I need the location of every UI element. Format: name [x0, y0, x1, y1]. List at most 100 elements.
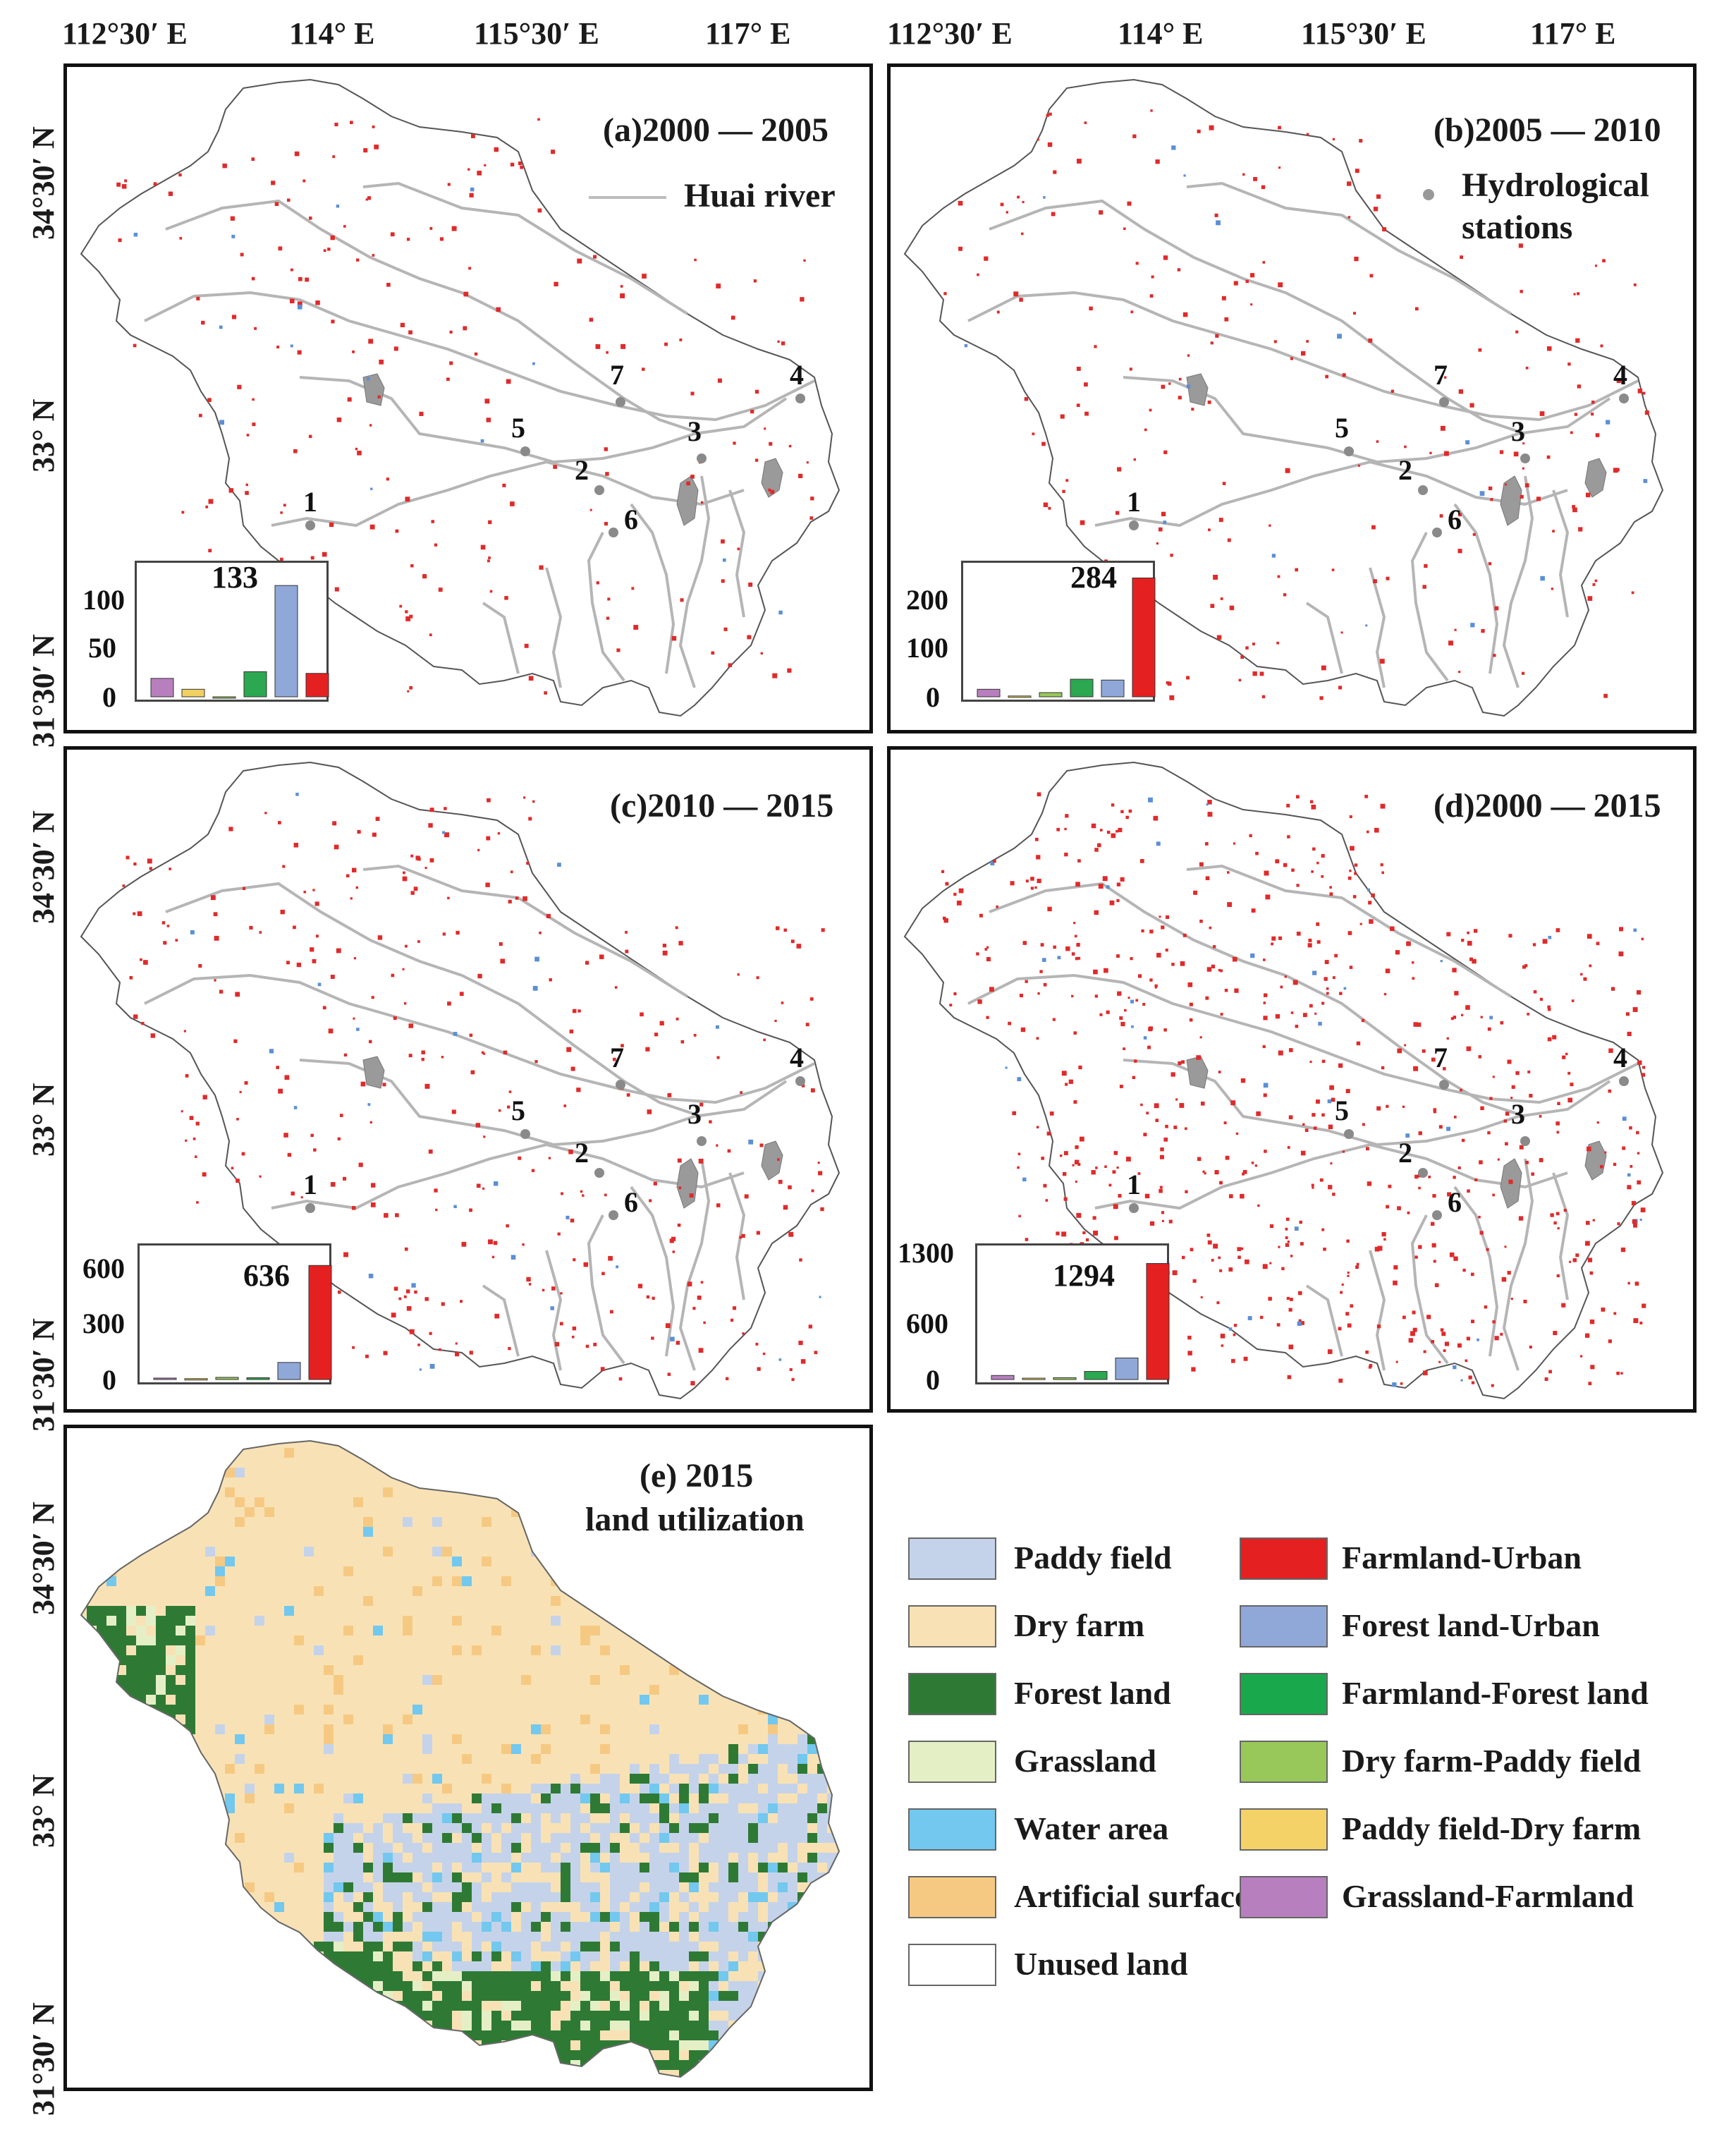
change-pixel [1642, 1066, 1646, 1069]
land-cell [87, 2021, 97, 2030]
change-pixel [1189, 1002, 1193, 1006]
change-pixel [1288, 1308, 1292, 1312]
change-pixel [1240, 1247, 1244, 1250]
change-pixel [1076, 403, 1080, 408]
station-label: 3 [1511, 415, 1525, 447]
change-pixel [1600, 344, 1603, 348]
land-cell [255, 2080, 264, 2088]
change-pixel [778, 610, 783, 615]
change-pixel [1458, 671, 1461, 674]
land-cell [837, 1922, 839, 1932]
land-cell [817, 1823, 827, 1833]
change-pixel [1386, 576, 1390, 580]
land-cell [81, 1655, 87, 1665]
change-pixel [1127, 997, 1130, 999]
land-cell [748, 1764, 758, 1774]
change-pixel [1005, 1066, 1008, 1069]
change-pixel [444, 807, 447, 810]
change-pixel [1278, 936, 1283, 940]
change-pixel [181, 511, 185, 514]
land-cell [166, 2060, 176, 2070]
land-cell [166, 2030, 176, 2040]
change-pixel [1443, 376, 1447, 379]
land-cell [363, 1912, 373, 1922]
land-cell [788, 1833, 797, 1843]
land-cell [314, 1991, 324, 2001]
land-cell [255, 2011, 264, 2021]
land-cell [136, 1971, 146, 1981]
land-cell [728, 1843, 738, 1853]
land-cell [600, 2011, 610, 2021]
land-cell [630, 1774, 640, 1784]
land-cell [146, 2011, 156, 2021]
land-cell [788, 1892, 797, 1902]
land-cell [116, 1705, 126, 1715]
change-pixel [1211, 964, 1216, 969]
change-pixel [561, 1192, 563, 1195]
land-cell [580, 1626, 590, 1636]
land-cell [195, 2040, 205, 2050]
change-pixel [626, 1093, 630, 1097]
y-tick: 0 [926, 681, 940, 713]
land-cell [610, 1784, 620, 1793]
land-cell [590, 2060, 600, 2070]
land-cell [511, 1902, 521, 1912]
land-cell [817, 2040, 827, 2050]
hydrological-station [616, 1080, 625, 1090]
change-pixel [1570, 1083, 1574, 1087]
change-pixel [393, 346, 398, 351]
land-cell [649, 1863, 659, 1872]
change-pixel [133, 1014, 138, 1019]
change-pixel [1591, 413, 1594, 416]
land-cell [788, 2080, 797, 2088]
land-cell [324, 1981, 334, 1991]
land-cell [116, 2021, 126, 2030]
land-cell [334, 1863, 343, 1872]
land-cell [521, 2021, 531, 2030]
land-cell [847, 1843, 857, 1853]
land-cell [847, 1961, 857, 1971]
land-cell [462, 1754, 472, 1764]
change-pixel [1527, 1013, 1529, 1016]
change-pixel [1287, 835, 1290, 839]
change-pixel [1109, 900, 1115, 906]
land-cell [106, 1665, 116, 1675]
land-cell [403, 1991, 412, 2001]
land-cell [432, 1902, 442, 1912]
change-pixel [486, 836, 491, 841]
change-pixel [1350, 1304, 1354, 1308]
change-pixel [252, 422, 256, 427]
land-cell [383, 1724, 393, 1734]
land-cell [235, 1833, 245, 1843]
change-pixel [1158, 527, 1163, 532]
land-cell [620, 2030, 630, 2040]
land-cell [452, 1912, 462, 1922]
land-cell [482, 1912, 491, 1922]
bar [153, 1377, 177, 1380]
land-cell [738, 1793, 748, 1803]
change-pixel [1154, 984, 1158, 988]
change-pixel [1405, 1133, 1410, 1138]
change-pixel [235, 992, 240, 997]
river-line [989, 882, 1526, 1118]
change-pixel [788, 1231, 794, 1237]
land-cell [156, 2040, 166, 2050]
change-pixel [442, 831, 446, 834]
land-cell [422, 1951, 432, 1961]
land-cell [837, 1961, 839, 1971]
land-cell [837, 1734, 839, 1744]
change-pixel [1037, 878, 1041, 884]
land-cell [570, 1853, 580, 1863]
land-cell [797, 1478, 807, 1487]
land-cell [679, 1764, 689, 1774]
change-pixel [1347, 1271, 1350, 1274]
land-cell [630, 2021, 640, 2030]
land-cell [482, 1971, 491, 1981]
land-cell [136, 1961, 146, 1971]
change-pixel [485, 882, 490, 887]
change-pixel [192, 1137, 196, 1140]
land-cell [797, 2011, 807, 2021]
land-cell [719, 1833, 728, 1843]
change-pixel [1467, 1189, 1470, 1193]
change-pixel [566, 1047, 572, 1052]
